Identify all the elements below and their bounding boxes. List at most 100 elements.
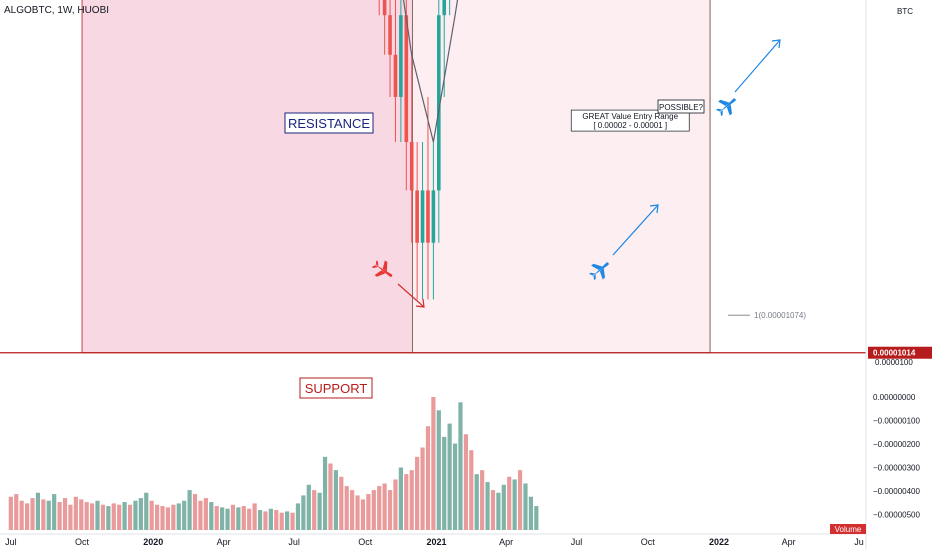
volume-bar: [192, 494, 198, 530]
candle: [426, 190, 430, 243]
volume-bar: [382, 483, 387, 530]
volume-bar: [52, 494, 57, 530]
volume-bar: [377, 486, 382, 530]
volume-axis-label: −0.00000500: [873, 511, 920, 520]
volume-bar: [214, 506, 219, 530]
x-tick-label: Jul: [5, 537, 17, 547]
volume-bar: [176, 503, 181, 530]
volume-bar: [236, 507, 241, 530]
resistance-label: RESISTANCE: [284, 112, 374, 134]
volume-bar: [24, 503, 30, 530]
volume-bar: [290, 512, 295, 530]
volume-bar: [225, 508, 230, 530]
volume-bar: [171, 504, 176, 530]
volume-bar: [198, 500, 203, 530]
volume-axis-label: 0.00000000: [873, 393, 916, 402]
entry-zone: [412, 0, 711, 354]
airplane-icon: [716, 98, 736, 117]
volume-bar: [133, 500, 138, 530]
volume-bar: [241, 506, 246, 530]
volume-bar: [111, 503, 116, 530]
volume-bar: [507, 476, 512, 530]
support-price-tag-box: [868, 346, 932, 359]
volume-bar: [415, 456, 420, 530]
volume-bar: [14, 494, 19, 530]
volume-bar: [247, 508, 252, 530]
volume-bar: [117, 504, 122, 530]
x-tick-label: 2021: [426, 537, 446, 547]
x-tick-label: Jul: [571, 537, 583, 547]
x-tick-label: 2020: [143, 537, 163, 547]
volume-bar: [187, 490, 192, 530]
volume-bar: [350, 490, 355, 530]
x-tick-label: Apr: [499, 537, 513, 547]
volume-bar: [19, 500, 24, 530]
volume-bar: [62, 498, 68, 530]
volume-bar: [409, 470, 414, 530]
volume-bar: [355, 495, 360, 530]
candle: [393, 54, 398, 97]
volume-bar: [474, 474, 479, 530]
volume-bar: [360, 499, 366, 530]
volume-bar: [404, 474, 409, 530]
x-tick-label: 2022: [709, 537, 729, 547]
volume-bar: [480, 470, 485, 530]
volume-bar: [393, 479, 398, 530]
candle: [437, 15, 441, 191]
volume-bar: [203, 498, 208, 530]
candle: [409, 142, 414, 191]
volume-bar: [317, 492, 322, 530]
possible-label: POSSIBLE?: [657, 99, 705, 114]
great-entry-range: [ 0.00002 - 0.00001 ]: [593, 121, 667, 130]
x-tick-label: Oct: [641, 537, 656, 547]
volume-bar: [512, 479, 517, 530]
volume-bar: [371, 490, 376, 530]
candle: [420, 190, 425, 243]
candle: [382, 0, 387, 16]
volume-bar: [144, 492, 149, 530]
volume-bar: [106, 506, 111, 530]
volume-axis-label: −0.00000400: [873, 487, 920, 496]
volume-bar: [534, 506, 539, 530]
x-tick-label: Apr: [782, 537, 796, 547]
volume-bar: [8, 496, 13, 530]
possible-arrow: [734, 39, 781, 93]
fib-level-label: 1(0.00001074): [754, 311, 806, 320]
volume-axis-label: −0.00000200: [873, 440, 920, 449]
volume-bar: [301, 495, 306, 530]
x-tick-label: Apr: [217, 537, 231, 547]
volume-bar: [79, 499, 84, 530]
volume-axis-label: −0.00000300: [873, 464, 920, 473]
currency-label: BTC: [897, 7, 913, 16]
support-label: SUPPORT: [299, 377, 373, 399]
volume-bar: [95, 500, 100, 530]
volume-bar: [279, 512, 284, 530]
symbol-label: ALGOBTC, 1W, HUOBI: [4, 5, 109, 16]
support-price-tag: 0.00001014: [873, 349, 916, 358]
volume-bar: [46, 500, 51, 530]
bounce-arrow: [612, 204, 659, 256]
volume-bar: [501, 484, 506, 530]
volume-bar: [100, 504, 106, 530]
volume-bar: [463, 434, 468, 530]
volume-axis-label: −0.00000100: [873, 417, 920, 426]
volume-bar: [138, 498, 143, 530]
volume-bar: [263, 511, 268, 530]
volume-bar: [306, 484, 311, 530]
volume-bar: [220, 507, 225, 530]
volume-bar: [328, 463, 333, 530]
volume-tag: Volume: [835, 525, 862, 534]
volume-bar: [496, 492, 501, 530]
svg-text:SUPPORT: SUPPORT: [305, 381, 368, 396]
candle: [399, 15, 403, 97]
volume-bar: [442, 436, 447, 530]
candle: [431, 190, 436, 243]
candle: [442, 0, 447, 16]
volume-bar: [387, 490, 393, 530]
volume-bar: [165, 507, 171, 530]
volume-bar: [35, 492, 41, 530]
candle: [388, 15, 392, 55]
volume-bar: [209, 502, 214, 530]
volume-bar: [398, 467, 403, 530]
